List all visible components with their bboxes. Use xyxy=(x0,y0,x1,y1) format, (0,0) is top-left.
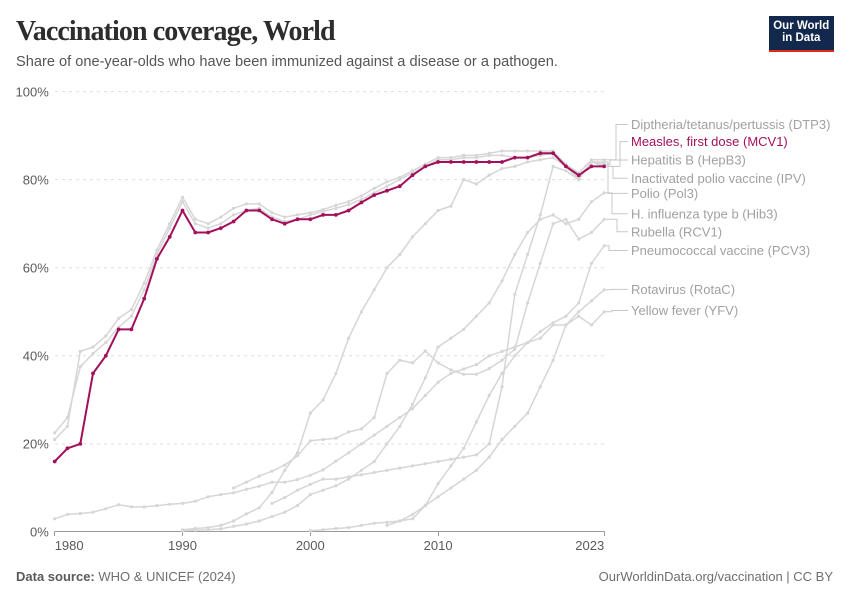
svg-text:0%: 0% xyxy=(30,525,49,540)
svg-text:80%: 80% xyxy=(23,172,49,187)
svg-text:2000: 2000 xyxy=(296,538,325,553)
svg-text:60%: 60% xyxy=(23,260,49,275)
svg-text:Hepatitis B (HepB3): Hepatitis B (HepB3) xyxy=(631,153,746,168)
svg-text:Diptheria/tetanus/pertussis (D: Diptheria/tetanus/pertussis (DTP3) xyxy=(631,117,830,132)
svg-text:Polio (Pol3): Polio (Pol3) xyxy=(631,186,698,201)
svg-text:100%: 100% xyxy=(16,84,50,99)
svg-text:20%: 20% xyxy=(23,437,49,452)
svg-text:40%: 40% xyxy=(23,349,49,364)
svg-text:Rotavirus (RotaC): Rotavirus (RotaC) xyxy=(631,282,735,297)
svg-text:H. influenza type b (Hib3): H. influenza type b (Hib3) xyxy=(631,206,778,221)
svg-text:1990: 1990 xyxy=(168,538,197,553)
svg-text:Pneumococcal vaccine (PCV3): Pneumococcal vaccine (PCV3) xyxy=(631,243,810,258)
svg-text:Inactivated polio vaccine (IPV: Inactivated polio vaccine (IPV) xyxy=(631,171,806,186)
svg-text:2010: 2010 xyxy=(424,538,453,553)
svg-text:Measles, first dose (MCV1): Measles, first dose (MCV1) xyxy=(631,134,788,149)
svg-text:1980: 1980 xyxy=(55,538,84,553)
svg-text:Yellow fever (YFV): Yellow fever (YFV) xyxy=(631,303,738,318)
svg-text:Rubella (RCV1): Rubella (RCV1) xyxy=(631,224,722,239)
svg-text:2023: 2023 xyxy=(575,538,604,553)
